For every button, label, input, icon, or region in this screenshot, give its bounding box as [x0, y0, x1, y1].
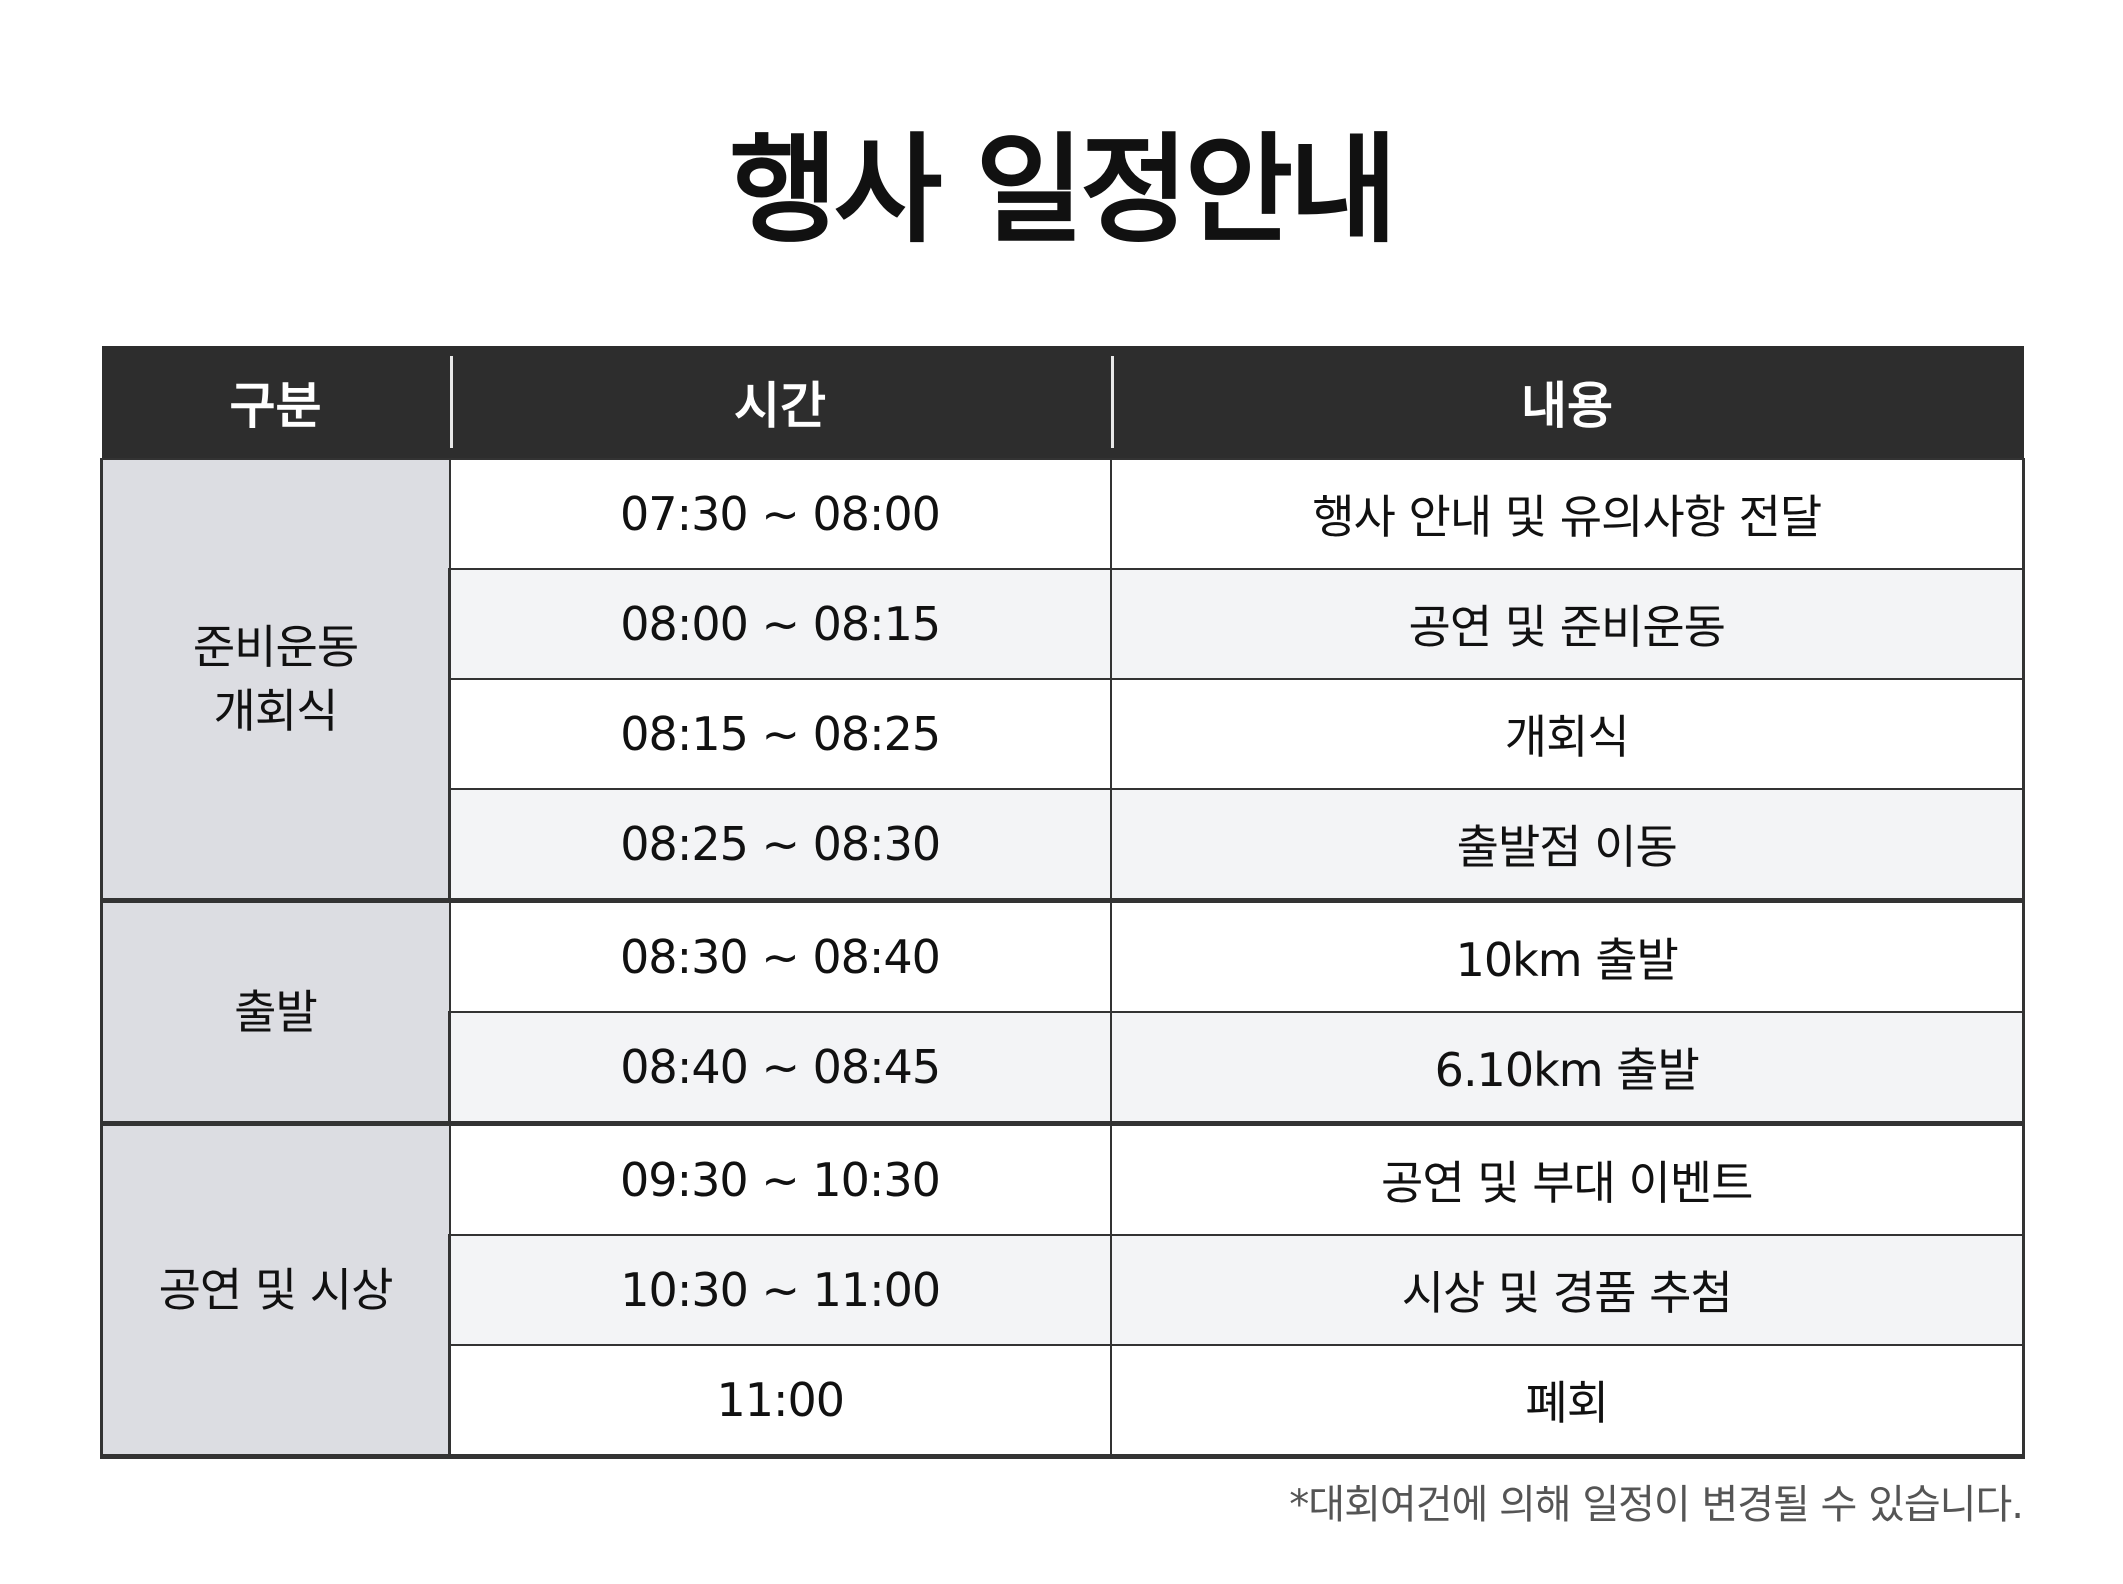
table-row: 공연 및 시상 09:30 ~ 10:30 공연 및 부대 이벤트	[100, 1121, 2025, 1459]
table-row: 08:25 ~ 08:30 출발점 이동	[102, 788, 2025, 902]
table-row: 08:40 ~ 08:45 6.10km 출발	[102, 1011, 2025, 1125]
table-row: 출발 08:30 ~ 08:40 10km 출발	[100, 898, 2025, 1125]
content-cell: 10km 출발	[1109, 898, 2025, 1013]
table-row: 11:00 폐회	[102, 1344, 2025, 1459]
time-cell: 08:25 ~ 08:30	[448, 788, 1112, 902]
header-time: 시간	[449, 346, 1111, 459]
table-row: 08:00 ~ 08:15 공연 및 준비운동	[102, 568, 2025, 680]
content-cell: 6.10km 출발	[1109, 1011, 2025, 1125]
content-cell: 시상 및 경품 추첨	[1109, 1234, 2025, 1346]
table-row: 준비운동 개회식 07:30 ~ 08:00 행사 안내 및 유의사항 전달	[100, 458, 2025, 902]
time-cell: 10:30 ~ 11:00	[448, 1234, 1112, 1346]
group-label: 출발	[100, 898, 451, 1125]
time-cell: 08:40 ~ 08:45	[448, 1011, 1112, 1125]
content-cell: 출발점 이동	[1109, 788, 2025, 902]
time-cell: 11:00	[448, 1344, 1112, 1459]
table-row: 10:30 ~ 11:00 시상 및 경품 추첨	[102, 1234, 2025, 1346]
content-cell: 공연 및 부대 이벤트	[1109, 1121, 2025, 1236]
page-title: 행사 일정안내	[729, 121, 1397, 259]
content-cell: 폐회	[1109, 1344, 2025, 1459]
table-header-row: 구분 시간 내용	[101, 346, 2024, 459]
content-cell: 개회식	[1109, 678, 2025, 790]
content-cell: 공연 및 준비운동	[1109, 568, 2025, 680]
header-content: 내용	[1110, 346, 2024, 459]
time-cell: 08:30 ~ 08:40	[448, 898, 1112, 1013]
content-cell: 행사 안내 및 유의사항 전달	[1109, 458, 2025, 570]
table-row: 08:15 ~ 08:25 개회식	[102, 678, 2025, 790]
group-label: 공연 및 시상	[100, 1121, 451, 1459]
header-category: 구분	[101, 346, 450, 459]
schedule-table: 구분 시간 내용 준비운동 개회식 07:30 ~ 08:00 행사 안내 및 유의…	[100, 346, 2025, 1459]
group-label: 준비운동 개회식	[100, 458, 451, 902]
time-cell: 07:30 ~ 08:00	[448, 458, 1112, 570]
time-cell: 08:00 ~ 08:15	[448, 568, 1112, 680]
time-cell: 09:30 ~ 10:30	[448, 1121, 1112, 1236]
time-cell: 08:15 ~ 08:25	[448, 678, 1112, 790]
footnote: *대회여건에 의해 일정이 변경될 수 있습니다.	[1289, 1482, 2024, 1528]
